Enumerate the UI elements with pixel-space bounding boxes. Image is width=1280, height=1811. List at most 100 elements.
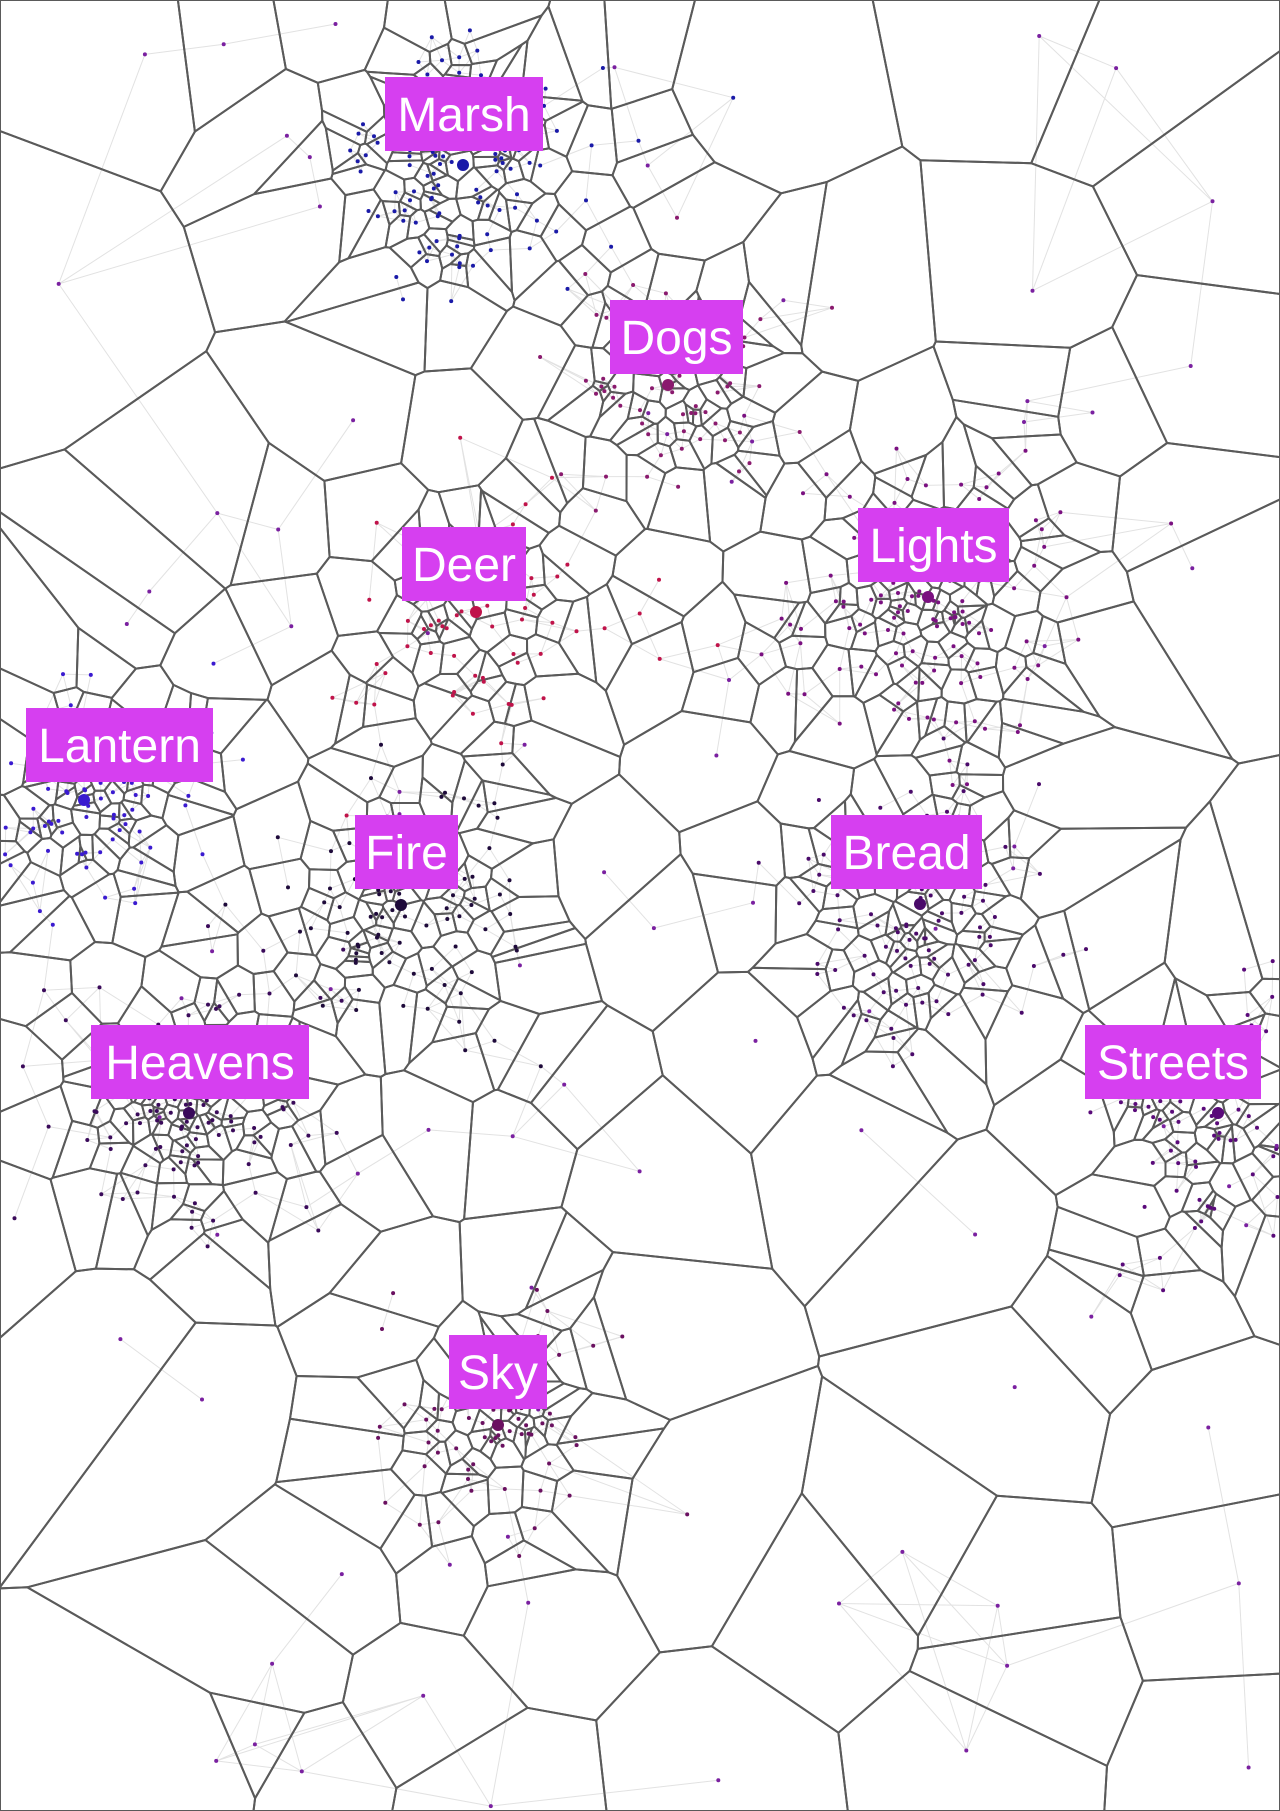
data-point	[98, 850, 103, 855]
data-point	[221, 42, 226, 47]
data-point	[374, 662, 379, 666]
triangulation-line	[547, 1310, 623, 1337]
data-point	[143, 1163, 148, 1168]
data-point	[49, 821, 54, 826]
data-point	[347, 841, 352, 846]
data-point	[573, 1435, 578, 1440]
data-point	[862, 631, 867, 636]
triangulation-line	[490, 1602, 529, 1807]
data-point	[412, 189, 416, 194]
data-point	[258, 1134, 263, 1139]
data-point	[1150, 1160, 1155, 1165]
data-point	[1033, 518, 1038, 523]
data-point	[715, 390, 720, 395]
triangulation-line	[426, 240, 438, 262]
data-point	[1210, 199, 1215, 204]
triangulation-line	[893, 610, 909, 619]
voronoi-cell	[400, 367, 524, 494]
data-point	[833, 968, 838, 972]
voronoi-cell	[451, 949, 502, 1002]
data-point	[135, 1190, 140, 1195]
voronoi-cell	[1208, 1162, 1252, 1208]
data-point	[429, 966, 434, 971]
data-point	[156, 1102, 161, 1107]
data-point	[478, 195, 483, 200]
data-point	[351, 418, 356, 423]
data-point	[960, 599, 965, 604]
data-point	[802, 692, 807, 697]
triangulation-line	[1027, 365, 1191, 402]
triangulation-line	[375, 909, 393, 915]
data-point	[728, 381, 733, 386]
voronoi-cell	[840, 1012, 882, 1067]
data-point	[425, 259, 429, 264]
data-point	[447, 1562, 452, 1567]
voronoi-cell	[940, 668, 978, 705]
data-point	[604, 315, 609, 320]
voronoi-cell	[0, 1084, 74, 1181]
data-point	[1246, 1765, 1251, 1770]
triangulation-line	[802, 492, 850, 498]
data-point	[895, 948, 899, 953]
voronoi-cell	[469, 305, 577, 421]
data-point	[1170, 1109, 1175, 1114]
triangulation-line	[290, 1132, 337, 1146]
voronoi-cell	[645, 252, 706, 305]
data-point	[421, 1693, 426, 1698]
voronoi-cell	[824, 603, 860, 625]
data-point	[1250, 1172, 1255, 1177]
data-point	[507, 878, 512, 883]
voronoi-cell	[990, 856, 1031, 900]
data-point	[372, 134, 376, 139]
triangulation-line	[641, 423, 668, 435]
data-point	[574, 629, 579, 634]
data-point	[947, 758, 952, 763]
voronoi-cell	[213, 978, 239, 1023]
voronoi-cell	[691, 872, 778, 974]
data-point	[931, 717, 936, 722]
triangulation-line	[444, 984, 460, 1022]
data-point	[60, 830, 65, 835]
data-point	[228, 1114, 233, 1119]
triangulation-line	[943, 720, 976, 739]
voronoi-cell	[482, 779, 558, 814]
data-point	[824, 472, 829, 477]
voronoi-cell	[26, 1539, 354, 1714]
data-point	[500, 1443, 505, 1448]
data-point	[858, 622, 863, 627]
data-point	[1157, 1117, 1162, 1122]
data-point	[379, 951, 384, 955]
data-point	[402, 1402, 407, 1407]
data-point	[1274, 1143, 1279, 1148]
data-point	[157, 1115, 162, 1120]
triangulation-line	[460, 993, 466, 1051]
data-point	[509, 702, 514, 707]
data-point	[891, 1036, 896, 1040]
data-point	[405, 618, 410, 623]
data-point	[438, 162, 442, 166]
voronoi-cell	[552, 773, 682, 940]
label-text: Marsh	[397, 89, 530, 142]
voronoi-cell	[313, 963, 347, 1001]
data-point	[377, 892, 382, 897]
data-point	[471, 1462, 476, 1467]
data-point	[895, 930, 900, 935]
data-point	[555, 574, 560, 579]
voronoi-cell	[837, 1670, 1108, 1811]
data-point	[435, 1450, 440, 1455]
triangulation-line	[355, 672, 386, 704]
data-point	[490, 624, 495, 629]
triangulation-line	[399, 791, 446, 794]
data-point	[894, 446, 899, 451]
triangulation-line	[955, 721, 986, 730]
cluster-centroid	[470, 606, 482, 618]
data-point	[713, 421, 718, 426]
voronoi-cell	[898, 931, 919, 953]
data-point	[1242, 967, 1247, 972]
voronoi-cell	[805, 919, 860, 952]
data-point	[907, 716, 911, 721]
voronoi-cell	[603, 0, 696, 110]
data-point	[508, 912, 513, 916]
data-point	[110, 837, 115, 842]
data-point	[693, 404, 698, 409]
